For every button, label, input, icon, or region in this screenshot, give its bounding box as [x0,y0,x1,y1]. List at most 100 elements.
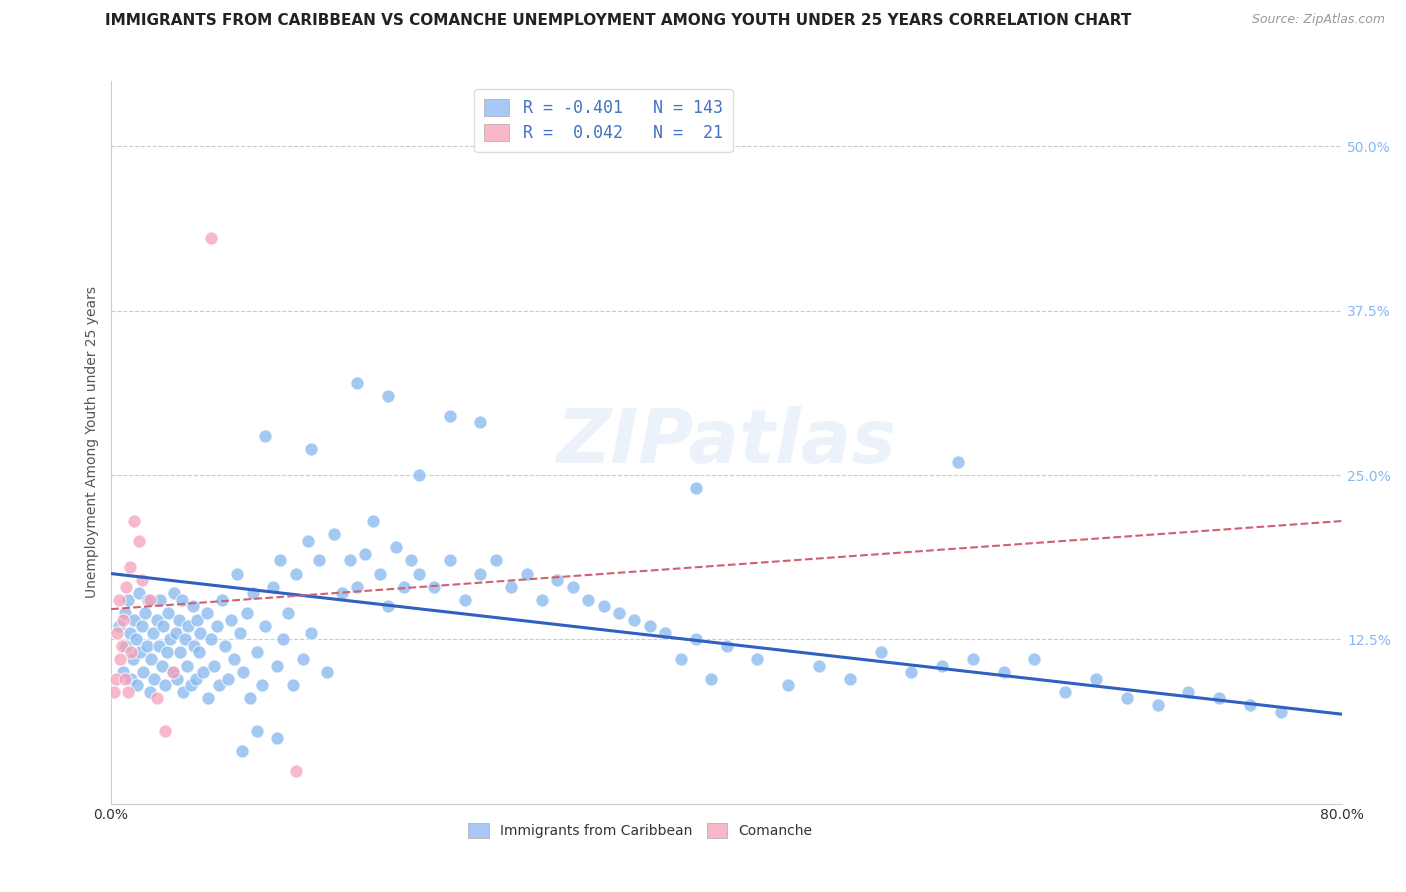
Point [132,665,155,680]
Point [242,586,264,600]
Y-axis label: Unemployment Among Youth under 25 years: Unemployment Among Youth under 25 years [86,286,100,599]
Point [153,724,176,739]
Point [962,652,984,666]
Point [1085,672,1108,686]
Point [115,639,138,653]
Text: ZIPatlas: ZIPatlas [557,406,897,479]
Point [125,632,148,647]
Point [142,625,165,640]
Point [169,645,191,659]
Point [1239,698,1261,712]
Point [172,685,194,699]
Point [153,678,176,692]
Point [900,665,922,680]
Point [1054,685,1077,699]
Point [176,658,198,673]
Point [143,672,166,686]
Point [146,613,169,627]
Point [838,672,860,686]
Point [219,613,242,627]
Point [931,658,953,673]
Point [229,625,252,640]
Point [423,580,446,594]
Point [162,665,184,680]
Point [139,652,162,666]
Point [121,652,143,666]
Point [117,593,139,607]
Point [105,625,128,640]
Point [107,619,129,633]
Point [273,632,295,647]
Point [253,428,276,442]
Point [408,566,430,581]
Point [993,665,1015,680]
Point [530,593,553,607]
Point [200,632,222,647]
Point [231,744,253,758]
Point [186,613,208,627]
Point [654,625,676,640]
Point [122,514,145,528]
Point [869,645,891,659]
Point [408,468,430,483]
Point [277,606,299,620]
Point [281,678,304,692]
Point [131,619,153,633]
Point [284,764,307,778]
Point [232,665,254,680]
Point [297,533,319,548]
Point [128,586,150,600]
Point [246,724,269,739]
Legend: Immigrants from Caribbean, Comanche: Immigrants from Caribbean, Comanche [463,818,818,844]
Point [253,619,276,633]
Point [700,672,723,686]
Point [195,606,218,620]
Point [146,691,169,706]
Point [808,658,831,673]
Point [439,409,461,423]
Point [346,376,368,390]
Point [470,566,492,581]
Point [197,691,219,706]
Point [214,639,236,653]
Point [104,672,127,686]
Point [114,672,136,686]
Point [239,691,262,706]
Point [187,645,209,659]
Point [330,586,353,600]
Point [454,593,477,607]
Point [485,553,508,567]
Point [217,672,239,686]
Point [392,580,415,594]
Point [315,665,337,680]
Point [607,606,630,620]
Point [346,580,368,594]
Point [103,685,125,699]
Point [385,541,408,555]
Point [136,593,159,607]
Point [163,586,186,600]
Point [1115,691,1137,706]
Point [439,553,461,567]
Point [669,652,692,666]
Point [299,625,322,640]
Point [200,231,222,245]
Point [561,580,583,594]
Point [127,678,149,692]
Point [546,573,568,587]
Point [183,639,205,653]
Point [747,652,769,666]
Point [190,625,212,640]
Point [292,652,315,666]
Point [1208,691,1230,706]
Point [157,606,180,620]
Point [246,645,269,659]
Point [110,652,132,666]
Point [623,613,645,627]
Point [946,455,969,469]
Point [685,481,707,495]
Point [155,645,177,659]
Point [150,658,173,673]
Point [170,593,193,607]
Point [120,645,142,659]
